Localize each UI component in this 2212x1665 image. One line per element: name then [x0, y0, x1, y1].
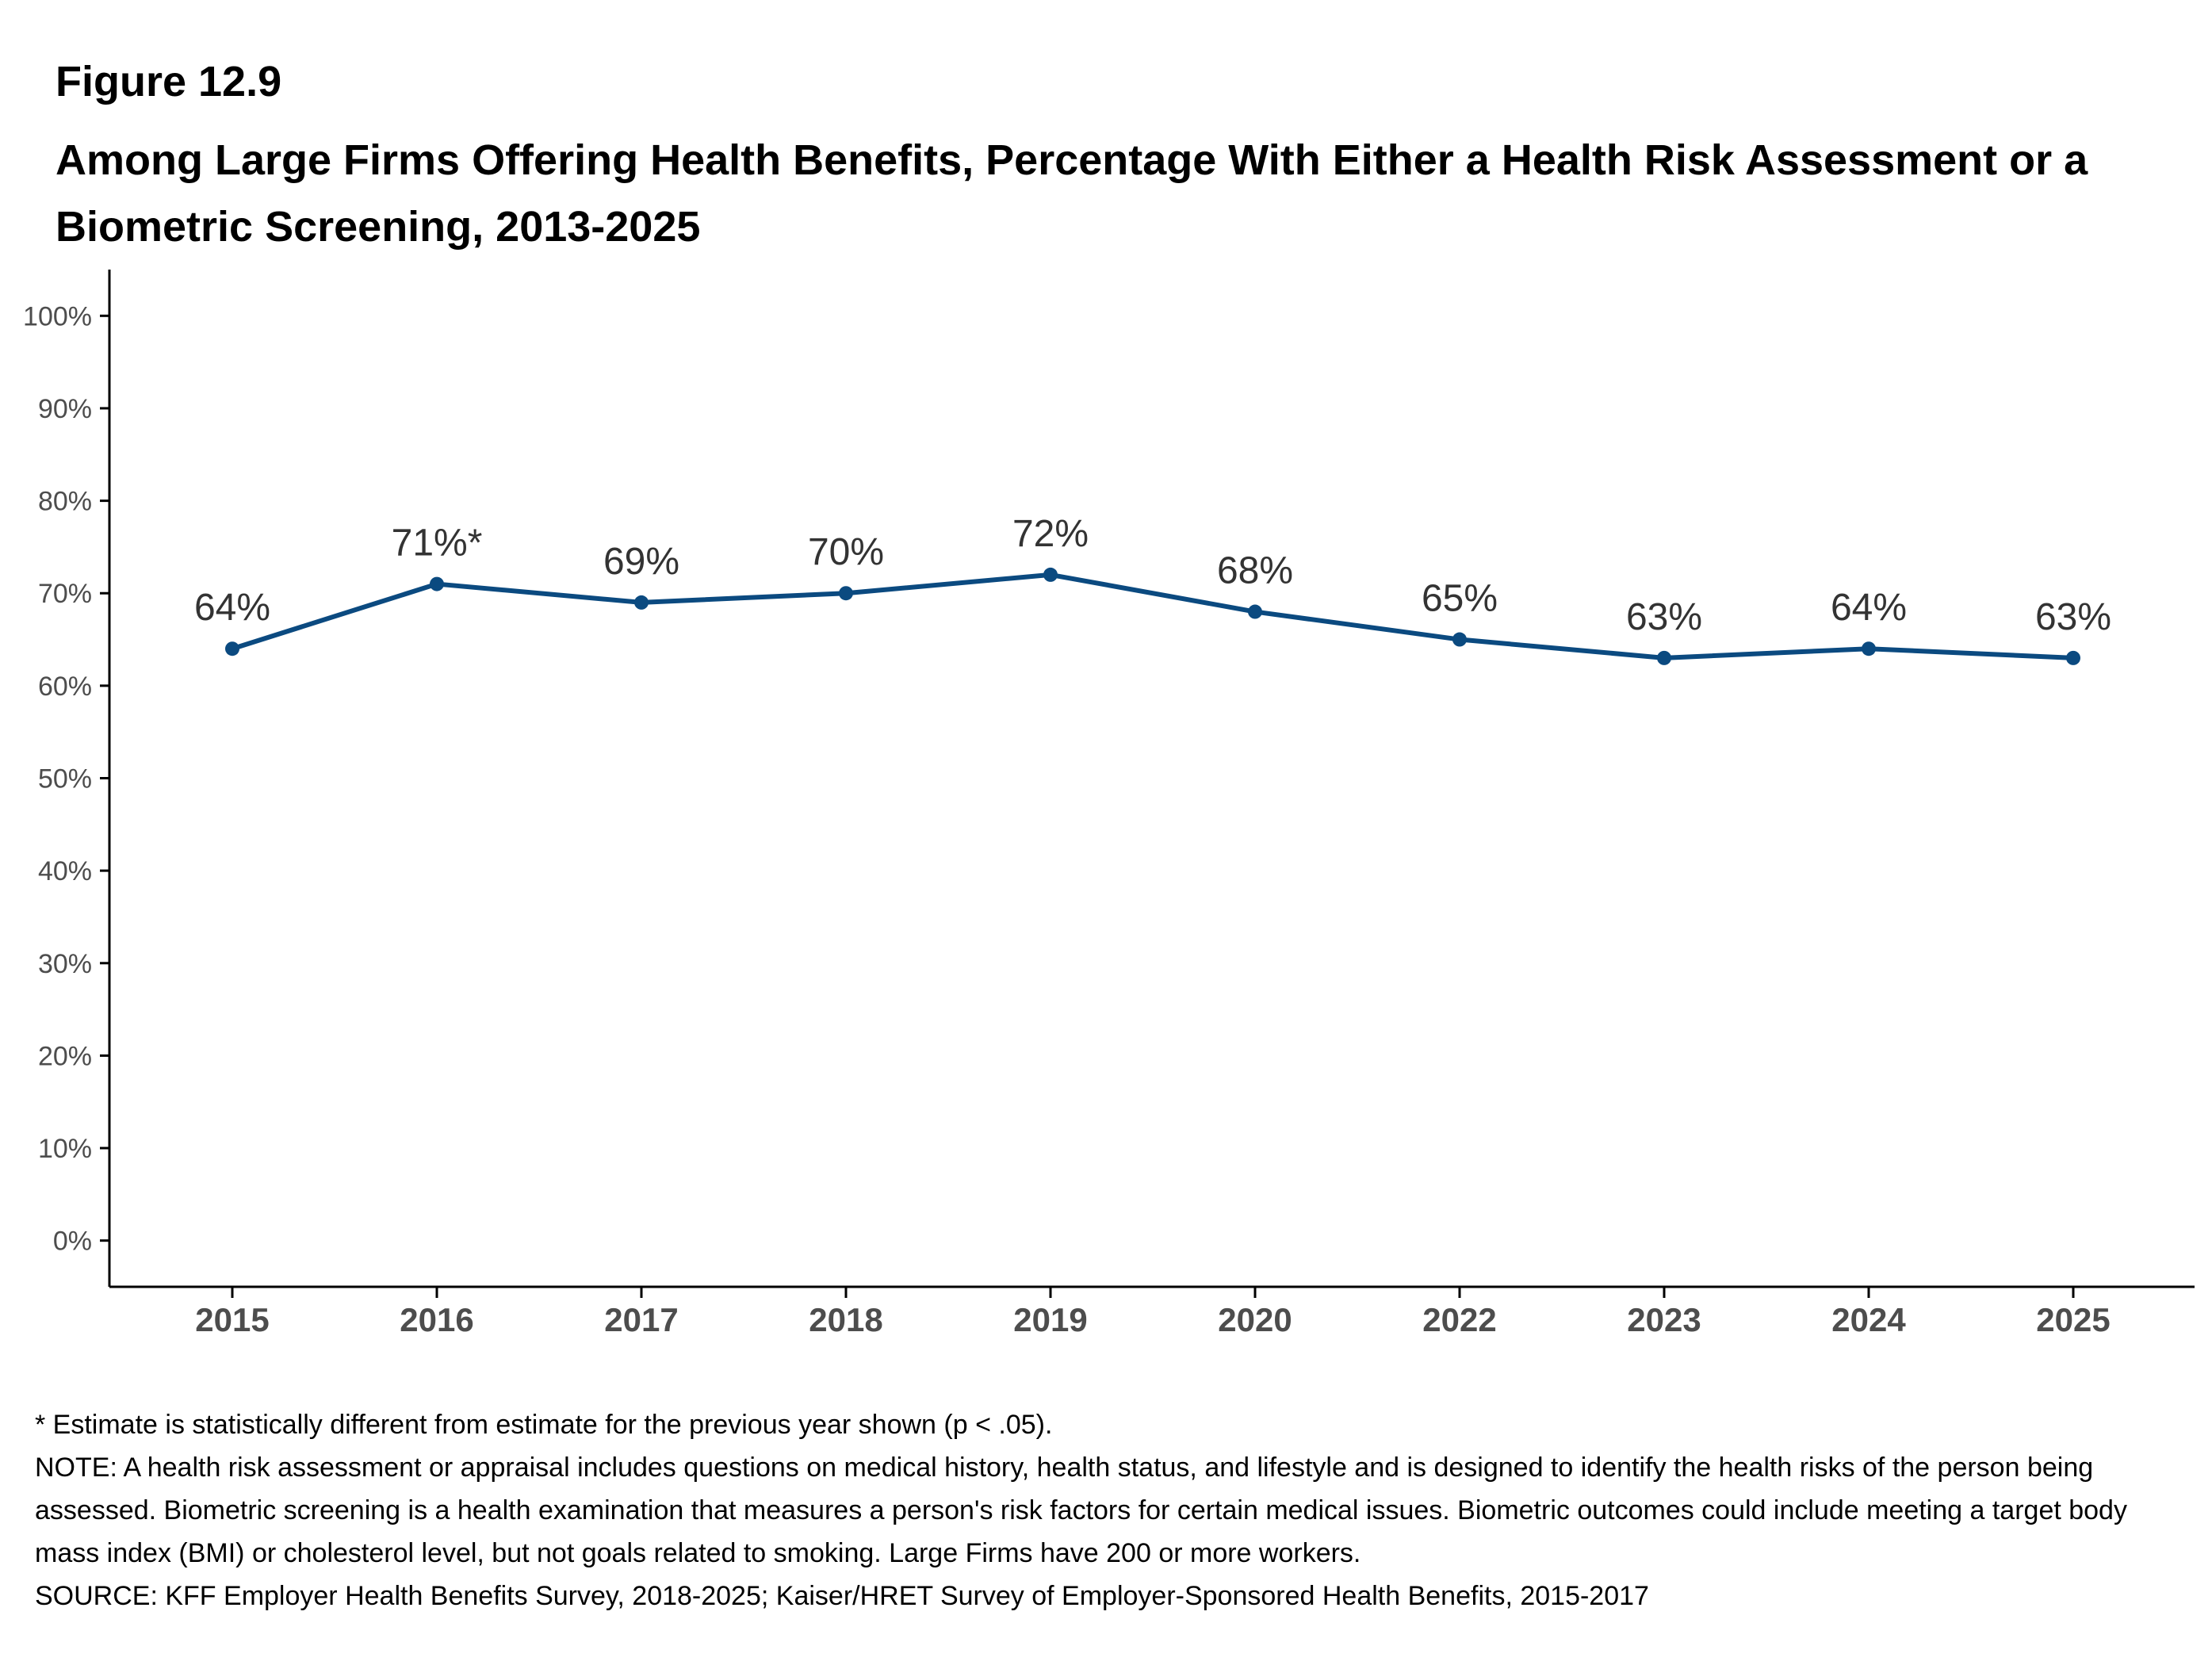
source-note: SOURCE: KFF Employer Health Benefits Sur…: [35, 1581, 1649, 1611]
data-labels: 64% 71%* 69% 70% 72% 68% 65% 63% 64% 63%: [194, 513, 2111, 638]
data-point: [225, 641, 239, 656]
data-label: 68%: [1217, 550, 1293, 592]
series-line-group: [230, 572, 2076, 660]
x-tick-label: 2025: [2036, 1301, 2110, 1338]
x-tick-label: 2016: [400, 1301, 473, 1338]
data-point: [1657, 650, 1671, 665]
x-tick-label: 2024: [1831, 1301, 1906, 1338]
data-label: 64%: [1831, 587, 1907, 629]
data-points: [225, 567, 2080, 665]
y-tick-label: 100%: [23, 301, 92, 331]
chart-title: Among Large Firms Offering Health Benefi…: [55, 136, 2088, 251]
y-tick-label: 90%: [38, 394, 92, 424]
y-tick-label: 0%: [53, 1227, 92, 1257]
figure-label: Figure 12.9: [55, 58, 282, 105]
y-tick-label: 30%: [38, 949, 92, 979]
data-label: 63%: [2035, 596, 2111, 638]
data-point: [1248, 604, 1262, 619]
series-line: [230, 572, 2076, 660]
data-point: [1452, 632, 1467, 647]
x-tick-label: 2015: [195, 1301, 269, 1338]
data-point: [839, 586, 853, 601]
x-tick-label: 2020: [1218, 1301, 1292, 1338]
y-tick-label: 70%: [38, 579, 92, 609]
data-point: [430, 576, 444, 591]
asterisk-note: * Estimate is statistically different fr…: [35, 1410, 1053, 1440]
x-tick-label: 2018: [809, 1301, 882, 1338]
y-tick-label: 50%: [38, 764, 92, 794]
data-label: 64%: [194, 587, 270, 629]
footnotes: * Estimate is statistically different fr…: [35, 1403, 2128, 1617]
data-label: 71%*: [392, 522, 483, 565]
y-tick-label: 20%: [38, 1041, 92, 1071]
x-tick-label: 2022: [1422, 1301, 1496, 1338]
y-tick-label: 40%: [38, 856, 92, 886]
x-tick-label: 2017: [604, 1301, 678, 1338]
data-label: 70%: [808, 531, 884, 573]
data-point: [634, 595, 649, 610]
y-tick-label: 60%: [38, 672, 92, 702]
data-label: 72%: [1012, 513, 1089, 555]
data-label: 63%: [1626, 596, 1702, 638]
data-point: [1862, 641, 1876, 656]
x-axis: 2015 2016 2017 2018 2019 2020 2022 2023 2024 2025: [109, 1285, 2195, 1338]
y-tick-label: 10%: [38, 1134, 92, 1164]
definition-note: NOTE: A health risk assessment or apprai…: [35, 1453, 2127, 1568]
x-tick-label: 2019: [1013, 1301, 1087, 1338]
data-point: [1043, 567, 1058, 582]
x-tick-label: 2023: [1627, 1301, 1701, 1338]
line-chart: 0%10%20%30%40%50%60%70%80%90%100% 2015 20…: [23, 270, 2195, 1338]
data-label: 65%: [1422, 578, 1498, 620]
data-point: [2066, 650, 2080, 665]
y-tick-label: 80%: [38, 487, 92, 517]
y-axis: 0% 10% 20% 30% 40% 50% 60% 70% 80% 90% 100%: [23, 270, 111, 1287]
data-label: 69%: [603, 541, 679, 583]
